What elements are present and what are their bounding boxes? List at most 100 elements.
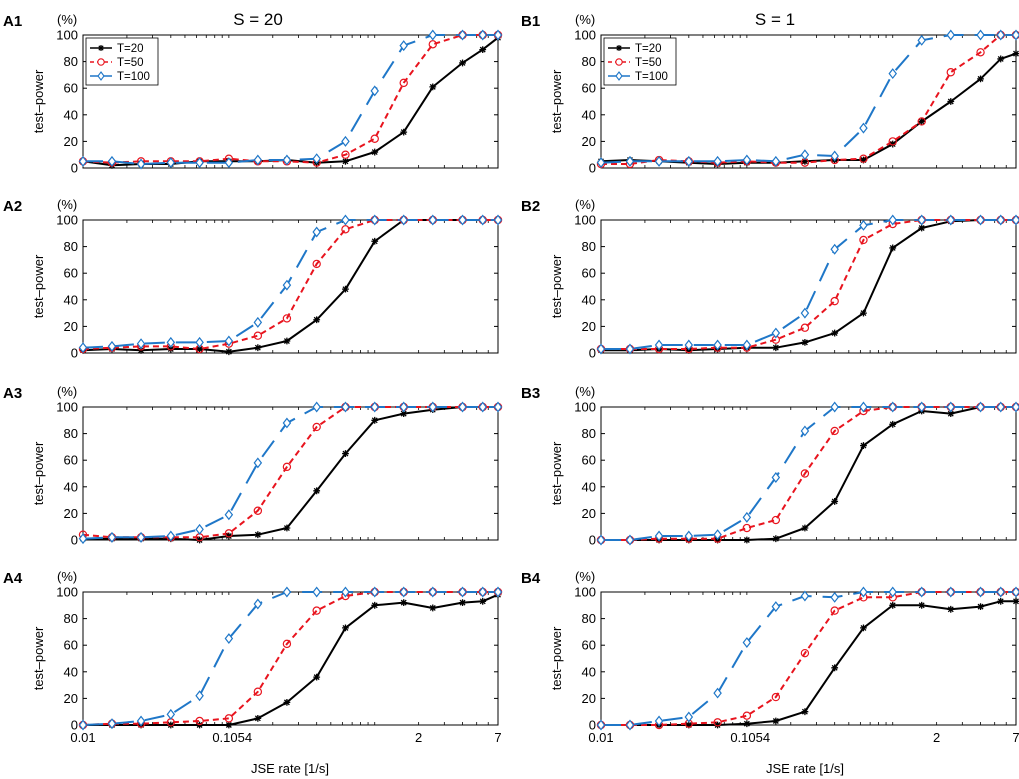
data-point-t20-b4 xyxy=(889,601,897,609)
data-point-t50-a1 xyxy=(428,40,437,49)
data-point-t100-b2 xyxy=(654,339,664,351)
y-tick-label-b1: 0 xyxy=(589,161,596,176)
panel-label-b1: B1 xyxy=(521,13,540,30)
data-point-t20-b3 xyxy=(889,420,897,428)
legend-label-t50: T=50 xyxy=(635,57,662,69)
series-line-t100-b4 xyxy=(601,591,1016,726)
data-point-t20-a3 xyxy=(313,487,321,495)
data-point-t20-b2 xyxy=(801,338,809,346)
panel-a2: A2 (%) test–power 0 20 40 60 80 100 xyxy=(3,197,503,361)
data-point-t100-a1 xyxy=(195,157,204,169)
y-tick-label-a1: 0 xyxy=(71,161,78,176)
data-point-t50-b1 xyxy=(976,48,985,57)
data-point-t20-a1 xyxy=(400,128,408,136)
y-tick-label-a3: 80 xyxy=(64,426,78,441)
data-point-t100-a1 xyxy=(253,154,263,166)
data-point-t20-b2 xyxy=(860,309,867,317)
series-line-t100-a1 xyxy=(83,34,498,165)
data-point-t100-b2 xyxy=(1011,214,1019,226)
y-tick-label-b2: 80 xyxy=(582,239,596,254)
y-tick-label-a4: 20 xyxy=(64,691,78,706)
y-tick-label-b4: 60 xyxy=(582,638,596,653)
data-point-t20-a1 xyxy=(342,157,349,165)
unit-label-a1: (%) xyxy=(57,12,77,27)
series-line-t20-b2 xyxy=(601,219,1016,352)
data-point-t100-a2 xyxy=(282,279,292,291)
data-point-t50-b1 xyxy=(859,154,868,163)
data-point-t20-a4 xyxy=(254,714,262,722)
data-point-t50-a4 xyxy=(253,687,263,696)
panel-b2: B2 (%) test–power 0 20 40 60 80 100 xyxy=(521,197,1019,361)
data-point-t50-a3 xyxy=(282,462,292,472)
y-tick-label-b1: 40 xyxy=(582,107,596,122)
data-point-t20-a4 xyxy=(429,604,437,612)
axes-box-a2 xyxy=(82,219,499,354)
data-point-t50-a1 xyxy=(399,78,408,88)
data-point-t50-a2 xyxy=(341,225,350,234)
data-point-t100-a4 xyxy=(458,586,467,598)
data-point-t100-b3 xyxy=(996,401,1005,413)
data-point-t100-a4 xyxy=(370,586,379,598)
data-point-t20-b3 xyxy=(801,524,809,532)
data-point-t20-b1 xyxy=(801,157,809,165)
data-point-t100-a1 xyxy=(224,157,234,169)
data-point-t20-a3 xyxy=(400,410,408,418)
panel-a1: A1 (%) test–power 0 20 40 60 80 100 T=20 T=50 T=100 xyxy=(3,12,503,176)
x-tick-label-b4: 0.01 xyxy=(588,730,613,745)
plot-area-b2 xyxy=(596,214,1019,355)
legend-a1: T=20 T=50 T=100 xyxy=(85,37,159,86)
data-point-t50-b4 xyxy=(800,648,810,658)
data-point-t100-b3 xyxy=(800,425,810,437)
y-tick-label-b2: 40 xyxy=(582,292,596,307)
column-title-left: S = 20 xyxy=(233,10,283,29)
data-point-t100-b2 xyxy=(771,327,781,339)
data-point-t20-a2 xyxy=(225,348,233,356)
data-point-t50-b2 xyxy=(800,323,810,332)
plot-area-a1 xyxy=(78,29,503,170)
plot-area-b1 xyxy=(596,29,1019,169)
y-tick-label-a3: 20 xyxy=(64,506,78,521)
column-title-right: S = 1 xyxy=(755,10,795,29)
data-point-t50-a3 xyxy=(312,422,321,432)
data-point-t50-b3 xyxy=(830,426,839,436)
data-point-t100-a4 xyxy=(341,586,350,598)
data-point-t100-b4 xyxy=(625,719,635,731)
data-point-t50-b3 xyxy=(742,523,752,533)
data-point-t100-b3 xyxy=(684,530,694,542)
data-point-t100-a3 xyxy=(282,417,292,429)
data-point-t100-b3 xyxy=(888,401,897,413)
series-line-t50-a1 xyxy=(82,34,498,164)
data-point-t100-a4 xyxy=(493,586,503,598)
data-point-t20-b1 xyxy=(860,156,867,164)
data-point-t20-b2 xyxy=(918,224,926,232)
panel-b4: B4 (%) test–power 0 20 40 60 80 100 0.01 0.1054 2 7 xyxy=(521,569,1019,745)
data-point-t100-b1 xyxy=(946,29,956,41)
data-point-t20-a4 xyxy=(313,673,321,681)
data-point-t100-b2 xyxy=(742,339,752,351)
data-point-t100-a1 xyxy=(136,158,146,170)
y-tick-label-a2: 60 xyxy=(64,266,78,281)
series-line-t20-b3 xyxy=(601,406,1016,541)
data-point-t50-a4 xyxy=(224,714,234,723)
data-point-t50-b2 xyxy=(859,235,868,245)
series-line-t20-a4 xyxy=(83,593,499,726)
series-line-t20-a3 xyxy=(83,406,498,541)
y-tick-label-b2: 20 xyxy=(582,319,596,334)
data-point-t20-b1 xyxy=(889,140,897,148)
data-point-t100-a2 xyxy=(399,214,408,226)
data-point-t100-b4 xyxy=(917,586,926,598)
data-point-t100-a3 xyxy=(312,401,321,413)
y-axis-label-b2: test–power xyxy=(549,254,564,318)
data-point-t100-b4 xyxy=(742,637,752,649)
unit-label-a4: (%) xyxy=(57,569,77,584)
series-line-t20-b4 xyxy=(601,600,1016,726)
data-point-t50-a4 xyxy=(282,639,292,649)
panels-group: A1 (%)test–power020406080100T=20T=50T=100… xyxy=(3,12,1019,745)
unit-label-b1: (%) xyxy=(575,12,595,27)
y-tick-label-b2: 0 xyxy=(589,346,596,361)
data-point-t100-b3 xyxy=(1011,401,1019,413)
data-point-t100-a1 xyxy=(399,40,408,52)
data-point-t100-b2 xyxy=(830,243,839,255)
data-point-t100-a2 xyxy=(341,214,350,226)
y-tick-label-a3: 100 xyxy=(56,400,78,415)
